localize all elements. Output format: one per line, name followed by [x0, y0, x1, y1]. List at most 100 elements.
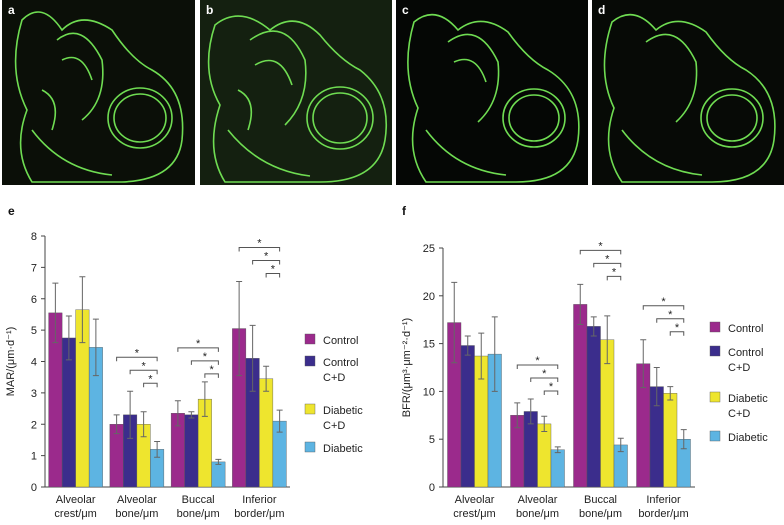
legend-swatch	[709, 345, 721, 357]
significance-star: *	[271, 263, 276, 275]
significance-star: *	[535, 355, 540, 367]
significance-bracket	[543, 390, 559, 396]
significance-star: *	[612, 266, 617, 278]
legend-label: Control C+D	[728, 347, 763, 374]
error-bar	[680, 429, 687, 450]
x-tick-label: Alveolar crest/μm	[453, 494, 495, 520]
bar	[573, 304, 588, 488]
y-axis-label: MAR/(μm·d⁻¹)	[5, 327, 17, 397]
significance-star: *	[135, 347, 140, 359]
x-tick-label: Alveolar bone/μm	[516, 494, 559, 520]
significance-bracket	[606, 275, 622, 281]
bar	[259, 378, 274, 488]
error-bar	[65, 315, 72, 361]
y-axis-label: BFR/(μm³·μm⁻²·d⁻¹)	[401, 318, 413, 417]
y-tick-label: 3	[31, 388, 37, 400]
y-tick-label: 6	[31, 294, 37, 306]
error-bar	[201, 381, 208, 417]
significance-bracket	[656, 318, 685, 323]
y-tick-label: 5	[31, 325, 37, 337]
y-tick-label: 5	[429, 434, 435, 446]
panel-label: b	[206, 3, 213, 17]
significance-star: *	[141, 360, 146, 372]
y-tick-label: 1	[31, 451, 37, 463]
significance-bracket	[516, 364, 559, 370]
error-bar	[92, 318, 99, 377]
error-bar	[127, 390, 134, 439]
error-bar	[577, 283, 584, 325]
micrograph	[592, 0, 784, 185]
bar	[663, 393, 678, 488]
micrograph	[200, 0, 392, 185]
legend-label: Diabetic	[323, 443, 363, 455]
error-bar	[451, 281, 458, 364]
panel-label: e	[8, 204, 15, 218]
bar	[460, 345, 475, 488]
legend-swatch	[304, 333, 316, 345]
significance-bracket	[116, 356, 158, 362]
legend-swatch	[709, 391, 721, 403]
error-bar	[554, 446, 561, 454]
significance-bracket	[642, 305, 685, 310]
micrographs: a b c d	[2, 0, 784, 185]
significance-bracket	[143, 382, 158, 388]
bar	[211, 461, 226, 488]
error-bar	[590, 316, 597, 337]
legend-label: Control	[728, 323, 763, 335]
error-bar	[541, 415, 548, 433]
y-tick-label: 0	[31, 482, 37, 494]
error-bar	[188, 411, 195, 419]
error-bar	[113, 414, 120, 435]
panel-label: d	[598, 3, 605, 17]
error-bar	[174, 400, 181, 427]
panel-label: c	[402, 3, 409, 17]
legend-label: Diabetic	[728, 432, 768, 444]
x-tick-label: Inferior border/μm	[638, 494, 688, 520]
panel-label: f	[402, 204, 407, 218]
x-tick-label: Alveolar crest/μm	[54, 494, 96, 520]
legend-swatch	[304, 403, 316, 415]
bar	[537, 423, 552, 488]
x-tick-label: Alveolar bone/μm	[115, 494, 158, 520]
legend-swatch	[304, 355, 316, 367]
y-tick-label: 7	[31, 262, 37, 274]
bar	[550, 449, 565, 488]
significance-bracket	[579, 249, 622, 255]
panel-label: a	[8, 3, 15, 17]
error-bar	[215, 458, 222, 465]
error-bar	[464, 335, 471, 356]
error-bar	[514, 402, 521, 429]
significance-bracket	[204, 373, 219, 378]
error-bar	[249, 324, 256, 392]
significance-star: *	[605, 253, 610, 265]
legend-label: Control C+D	[323, 357, 358, 384]
bar	[586, 326, 601, 488]
error-bar	[491, 316, 498, 392]
significance-star: *	[675, 322, 680, 334]
significance-star: *	[264, 250, 269, 262]
legend-swatch	[304, 441, 316, 453]
significance-bracket	[593, 262, 622, 268]
error-bar	[527, 398, 534, 425]
y-tick-label: 8	[31, 231, 37, 243]
y-tick-label: 10	[423, 386, 435, 398]
error-bar	[263, 365, 270, 392]
significance-star: *	[257, 237, 262, 249]
significance-bracket	[238, 246, 281, 252]
significance-bracket	[669, 331, 685, 336]
x-tick-label: Inferior border/μm	[234, 494, 284, 520]
significance-star: *	[549, 381, 554, 393]
error-bar	[640, 339, 647, 389]
y-tick-label: 4	[31, 357, 37, 369]
significance-bracket	[190, 360, 219, 365]
y-tick-label: 25	[423, 243, 435, 255]
significance-star: *	[148, 373, 153, 385]
legend-label: Diabetic C+D	[728, 393, 768, 420]
significance-bracket	[177, 347, 219, 352]
error-bar	[140, 411, 147, 438]
y-tick-label: 20	[423, 291, 435, 303]
y-tick-label: 15	[423, 339, 435, 351]
significance-star: *	[203, 351, 208, 363]
